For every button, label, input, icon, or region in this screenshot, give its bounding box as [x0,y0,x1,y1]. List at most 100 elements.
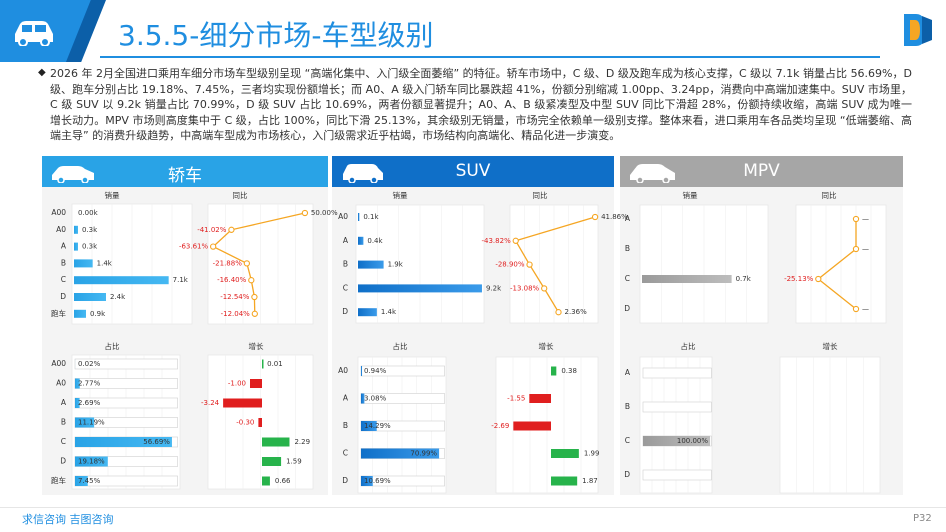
bar-track [642,401,712,413]
trend-point [301,209,309,217]
category-label: 跑车 [51,308,66,318]
trend-point [243,260,251,267]
data-label: -21.88% [213,259,243,267]
trend-point [251,310,258,317]
data-label: 41.86% [601,213,628,221]
data-label: 14.29% [364,422,391,430]
trend-point [526,261,533,268]
chart-title: 增长 [823,341,838,351]
data-label: 1.4k [97,259,113,267]
data-label: 0.94% [364,367,387,375]
page-number: P32 [913,513,932,524]
data-label: -0.30 [236,419,254,427]
data-label: 7.1k [173,276,189,284]
data-label: 19.18% [78,458,105,466]
category-label: A [61,398,67,407]
category-label: B [625,402,630,411]
bar [262,359,264,369]
data-label: 50.00% [311,209,338,217]
data-label: 2.69% [78,399,101,407]
data-label: 9.2k [486,284,502,292]
category-label: A [343,236,349,245]
data-label: 0.7k [736,275,752,283]
data-label: -43.82% [482,237,512,245]
data-label: 2.4k [110,293,126,301]
bar [75,417,95,428]
bar [75,378,80,389]
bar-track [642,367,712,379]
trend-point [852,305,860,313]
chart-title: 增长 [249,341,264,351]
data-label: -1.55 [507,395,525,403]
category-label: D [624,470,630,479]
bar [75,437,172,447]
category-label: D [60,292,66,301]
data-label: 0.01 [267,360,283,368]
chart-title: 增长 [539,341,554,351]
data-label: 2.77% [78,380,101,388]
category-label: C [61,275,66,284]
bar [262,437,290,447]
data-label: -1.00 [228,380,246,388]
data-label: 1.99 [584,450,600,458]
bar [358,236,364,245]
trend-point [512,237,519,244]
bar [358,308,377,317]
category-label: C [61,437,66,446]
bar-track [642,469,712,481]
bar [643,436,711,446]
data-label: 1.59 [286,458,302,466]
data-label: 0.02% [78,360,101,368]
bar [74,276,169,285]
data-label: 0.3k [82,243,98,251]
chart-title: 销量 [105,190,120,200]
bar [358,284,482,293]
suv-label: SUV [455,161,491,181]
data-label: -25.13% [784,275,814,283]
bar [529,394,551,403]
brand-logo [904,14,932,46]
data-label: 1.87 [582,477,598,485]
trend-point [541,285,548,292]
bar [262,457,282,466]
bar [361,421,377,431]
data-label: 7.45% [78,477,101,485]
bar [74,242,78,251]
trend-point [248,277,255,284]
mpv-band: MPV [620,156,903,187]
data-label: — [862,245,869,253]
data-label: 70.99% [410,450,437,458]
data-label: -2.69 [491,422,509,430]
category-label: B [61,258,66,267]
car-icon [15,21,53,46]
data-label: -12.04% [221,310,251,318]
chart-title: 同比 [233,190,248,200]
sedan-band: 轿车 [42,156,328,187]
data-label: -12.54% [220,293,250,301]
category-label: D [60,457,66,466]
data-label: 0.1k [363,213,379,221]
category-label: A00 [51,359,66,368]
bar [74,225,78,234]
data-label: 2.36% [565,308,588,316]
data-label: -63.61% [179,243,209,251]
chart-title: 占比 [393,341,408,351]
data-label: 2.29 [294,438,310,446]
bar [75,476,88,486]
bar [361,476,373,486]
trend-point [555,309,562,316]
category-label: C [625,436,630,445]
suv-band: SUV [332,156,614,187]
category-label: D [342,307,348,316]
trend-line [817,219,857,310]
data-label: 3.08% [364,395,387,403]
bar [74,293,106,301]
bar [642,275,732,283]
data-label: — [862,305,869,313]
data-label: — [862,215,869,223]
footer-rule [0,507,946,508]
data-label: 0.4k [367,237,383,245]
trend-point [852,245,860,253]
page-title: 3.5.5-细分市场-车型级别 [118,19,434,52]
